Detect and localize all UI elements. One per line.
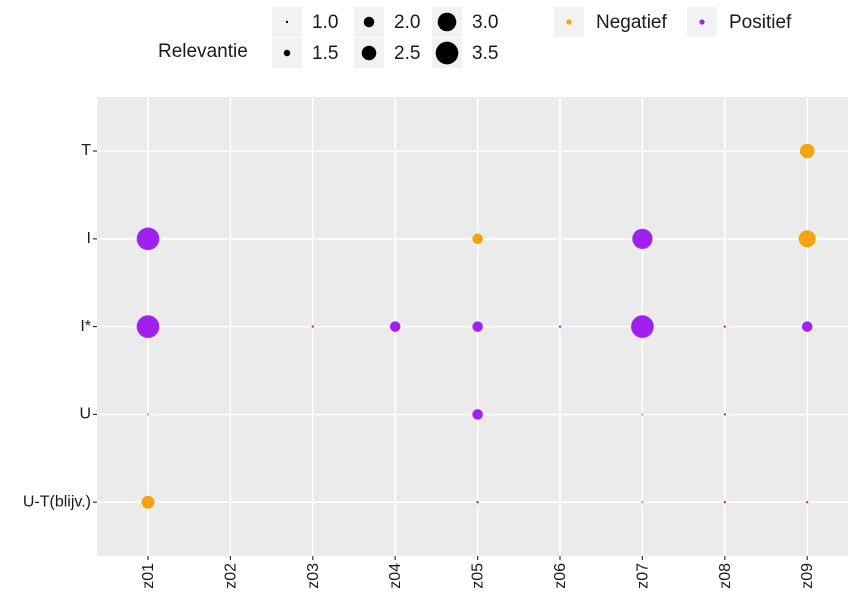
point-negatief <box>141 495 155 509</box>
y-tick-label: U <box>79 406 91 423</box>
x-axis: z01 z02 z03 z04 z05 z06 z07 z08 z09 <box>140 556 816 589</box>
color-legend: Negatief Positief <box>554 7 792 37</box>
x-tick-label: z07 <box>634 563 651 589</box>
point-negatief <box>146 413 150 416</box>
legend-color-key <box>566 19 572 25</box>
point-positief <box>558 325 562 328</box>
x-tick-label: z06 <box>552 563 569 589</box>
point-negatief <box>641 501 644 504</box>
point-positief <box>723 325 726 328</box>
point-positief <box>723 501 726 504</box>
legend-size-key <box>283 49 291 57</box>
y-tick-label: U-T(blijv.) <box>23 493 91 510</box>
x-tick-label: z09 <box>799 563 816 589</box>
legend-color-label: Positief <box>729 12 792 33</box>
point-positief <box>476 501 479 504</box>
legend-size-key <box>435 41 459 65</box>
legend-size-key <box>437 12 457 32</box>
size-legend: 1.0 1.5 2.0 2.5 3.0 3.5 <box>272 7 498 68</box>
legend-size-key <box>361 45 377 61</box>
legend-size-key <box>285 20 289 24</box>
size-legend-title: Relevantie <box>158 41 248 62</box>
legend: Relevantie 1.0 1.5 2.0 2.5 3.0 3.5 Negatief Po… <box>158 7 792 68</box>
legend-size-label: 3.0 <box>472 12 498 33</box>
x-tick-label: z02 <box>222 563 239 589</box>
legend-size-label: 1.0 <box>312 12 338 33</box>
point-negatief <box>472 233 483 245</box>
point-positief <box>311 325 314 328</box>
point-positief <box>723 413 726 416</box>
point-negatief <box>799 143 815 159</box>
legend-size-label: 2.0 <box>394 12 420 33</box>
y-tick-label: I <box>87 230 91 247</box>
point-positief <box>136 315 160 338</box>
x-tick-label: z01 <box>140 563 157 589</box>
point-positief <box>389 321 401 332</box>
x-tick-label: z08 <box>717 563 734 589</box>
legend-color-key <box>699 19 705 25</box>
legend-size-label: 1.5 <box>312 43 338 64</box>
legend-size-label: 3.5 <box>472 43 498 64</box>
y-axis: U-T(blijv.) U I* I T <box>23 142 97 510</box>
x-tick-label: z04 <box>387 563 404 589</box>
legend-size-label: 2.5 <box>394 43 420 64</box>
point-negatief <box>641 413 644 416</box>
y-tick-label: I* <box>80 318 91 335</box>
point-positief <box>631 315 654 338</box>
x-tick-label: z05 <box>470 563 487 589</box>
legend-size-key <box>363 16 375 28</box>
x-tick-label: z03 <box>305 563 322 589</box>
point-positief <box>136 227 160 251</box>
legend-color-label: Negatief <box>596 12 667 33</box>
point-positief <box>806 501 809 504</box>
point-positief <box>472 321 483 332</box>
point-positief <box>632 228 653 249</box>
point-positief <box>801 321 813 332</box>
point-positief <box>472 409 483 420</box>
point-negatief <box>798 230 816 248</box>
y-tick-label: T <box>81 142 91 159</box>
data-points <box>136 143 816 509</box>
